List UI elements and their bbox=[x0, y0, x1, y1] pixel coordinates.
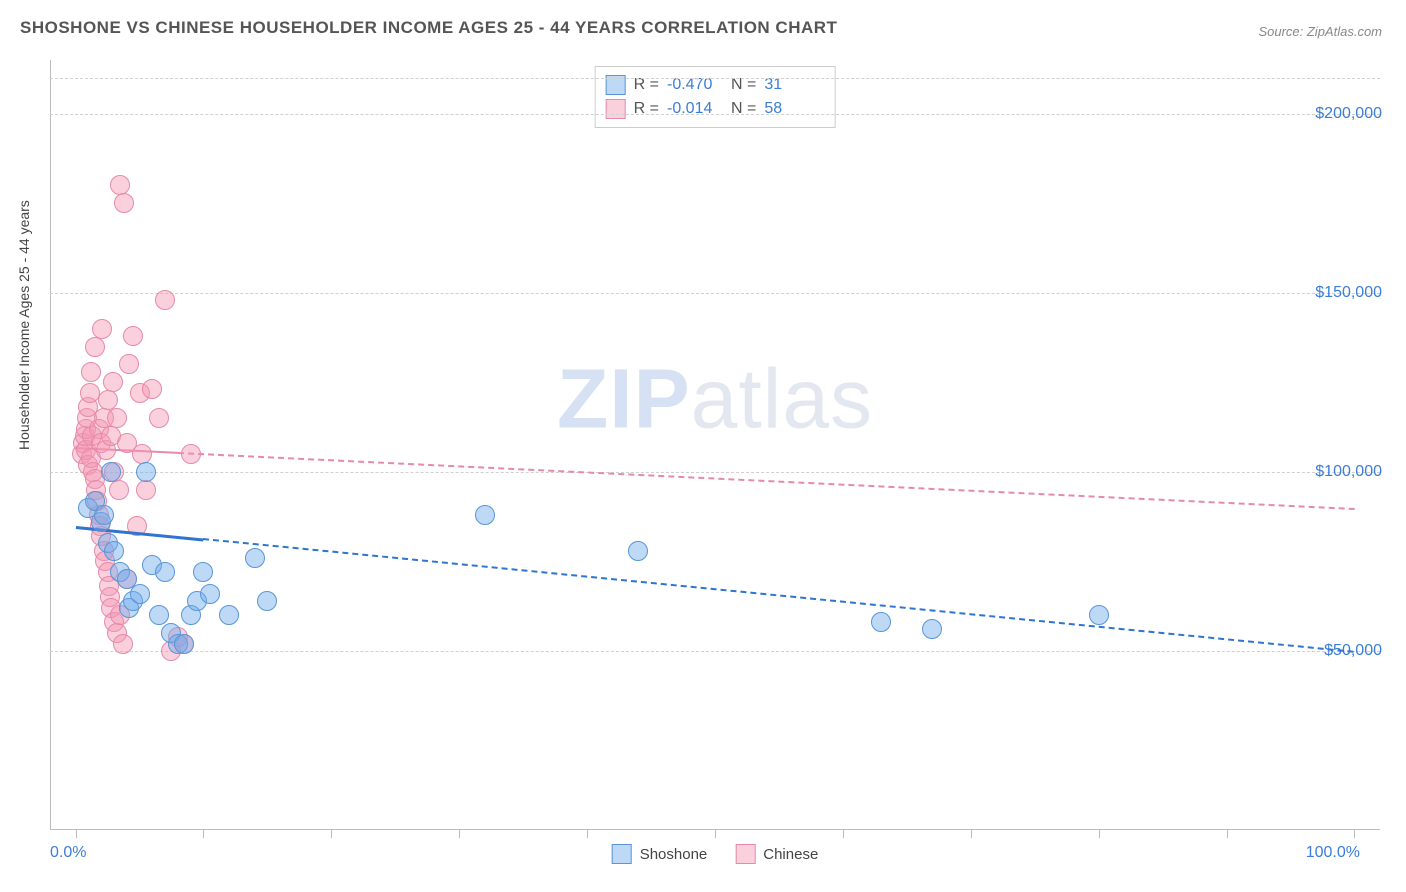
shoshone-data-point bbox=[257, 591, 277, 611]
x-tick bbox=[203, 830, 204, 838]
y-axis-line bbox=[50, 60, 51, 830]
shoshone-data-point bbox=[104, 541, 124, 561]
chinese-data-point bbox=[110, 175, 130, 195]
chinese-data-point bbox=[81, 362, 101, 382]
gridline bbox=[50, 472, 1380, 473]
shoshone-data-point bbox=[628, 541, 648, 561]
shoshone-data-point bbox=[245, 548, 265, 568]
shoshone-data-point bbox=[149, 605, 169, 625]
gridline bbox=[50, 293, 1380, 294]
source-attribution: Source: ZipAtlas.com bbox=[1258, 24, 1382, 39]
x-axis-max-label: 100.0% bbox=[1306, 844, 1360, 862]
y-axis-label: Householder Income Ages 25 - 44 years bbox=[16, 200, 32, 450]
shoshone-data-point bbox=[101, 462, 121, 482]
chinese-data-point bbox=[109, 480, 129, 500]
chart-title: SHOSHONE VS CHINESE HOUSEHOLDER INCOME A… bbox=[20, 18, 837, 38]
shoshone-data-point bbox=[922, 619, 942, 639]
gridline bbox=[50, 651, 1380, 652]
r-value: -0.014 bbox=[667, 97, 723, 121]
x-tick bbox=[459, 830, 460, 838]
chinese-data-point bbox=[114, 193, 134, 213]
stats-row: R = -0.470 N = 31 bbox=[606, 73, 821, 97]
shoshone-data-point bbox=[155, 562, 175, 582]
watermark: ZIPatlas bbox=[557, 350, 873, 447]
shoshone-data-point bbox=[94, 505, 114, 525]
x-tick bbox=[1099, 830, 1100, 838]
chinese-data-point bbox=[149, 408, 169, 428]
series-swatch bbox=[606, 99, 626, 119]
shoshone-trend-line bbox=[203, 538, 1354, 653]
chinese-data-point bbox=[123, 326, 143, 346]
x-tick bbox=[1227, 830, 1228, 838]
chinese-data-point bbox=[119, 354, 139, 374]
x-tick bbox=[331, 830, 332, 838]
series-legend: Shoshone Chinese bbox=[612, 844, 819, 864]
legend-swatch bbox=[612, 844, 632, 864]
chinese-data-point bbox=[132, 444, 152, 464]
legend-item: Chinese bbox=[735, 844, 818, 864]
x-tick bbox=[715, 830, 716, 838]
x-tick bbox=[971, 830, 972, 838]
chinese-data-point bbox=[92, 319, 112, 339]
shoshone-data-point bbox=[871, 612, 891, 632]
shoshone-data-point bbox=[1089, 605, 1109, 625]
chinese-data-point bbox=[142, 379, 162, 399]
gridline bbox=[50, 114, 1380, 115]
shoshone-data-point bbox=[136, 462, 156, 482]
chinese-trend-line bbox=[178, 452, 1355, 510]
gridline bbox=[50, 78, 1380, 79]
x-tick bbox=[587, 830, 588, 838]
correlation-chart: ZIPatlas R =-0.470N =31R =-0.014N =58 0.… bbox=[50, 60, 1380, 830]
x-axis-min-label: 0.0% bbox=[50, 844, 86, 862]
legend-swatch bbox=[735, 844, 755, 864]
y-tick-label: $200,000 bbox=[1315, 105, 1382, 123]
legend-label: Chinese bbox=[763, 846, 818, 863]
n-value: 31 bbox=[764, 73, 820, 97]
y-tick-label: $150,000 bbox=[1315, 284, 1382, 302]
shoshone-data-point bbox=[193, 562, 213, 582]
n-label: N = bbox=[731, 97, 756, 121]
r-label: R = bbox=[634, 73, 659, 97]
chinese-data-point bbox=[136, 480, 156, 500]
shoshone-data-point bbox=[475, 505, 495, 525]
n-value: 58 bbox=[764, 97, 820, 121]
legend-label: Shoshone bbox=[640, 846, 708, 863]
r-label: R = bbox=[634, 97, 659, 121]
chinese-data-point bbox=[113, 634, 133, 654]
x-tick bbox=[843, 830, 844, 838]
chinese-data-point bbox=[181, 444, 201, 464]
chinese-data-point bbox=[107, 408, 127, 428]
chinese-data-point bbox=[103, 372, 123, 392]
x-tick bbox=[1354, 830, 1355, 838]
shoshone-data-point bbox=[219, 605, 239, 625]
shoshone-data-point bbox=[200, 584, 220, 604]
stats-row: R = -0.014 N = 58 bbox=[606, 97, 821, 121]
legend-item: Shoshone bbox=[612, 844, 708, 864]
chinese-data-point bbox=[155, 290, 175, 310]
correlation-stats-box: R = -0.470 N = 31 R = -0.014 N = 58 bbox=[595, 66, 836, 128]
shoshone-data-point bbox=[174, 634, 194, 654]
y-tick-label: $100,000 bbox=[1315, 463, 1382, 481]
r-value: -0.470 bbox=[667, 73, 723, 97]
x-tick bbox=[76, 830, 77, 838]
chinese-data-point bbox=[85, 337, 105, 357]
n-label: N = bbox=[731, 73, 756, 97]
shoshone-data-point bbox=[130, 584, 150, 604]
